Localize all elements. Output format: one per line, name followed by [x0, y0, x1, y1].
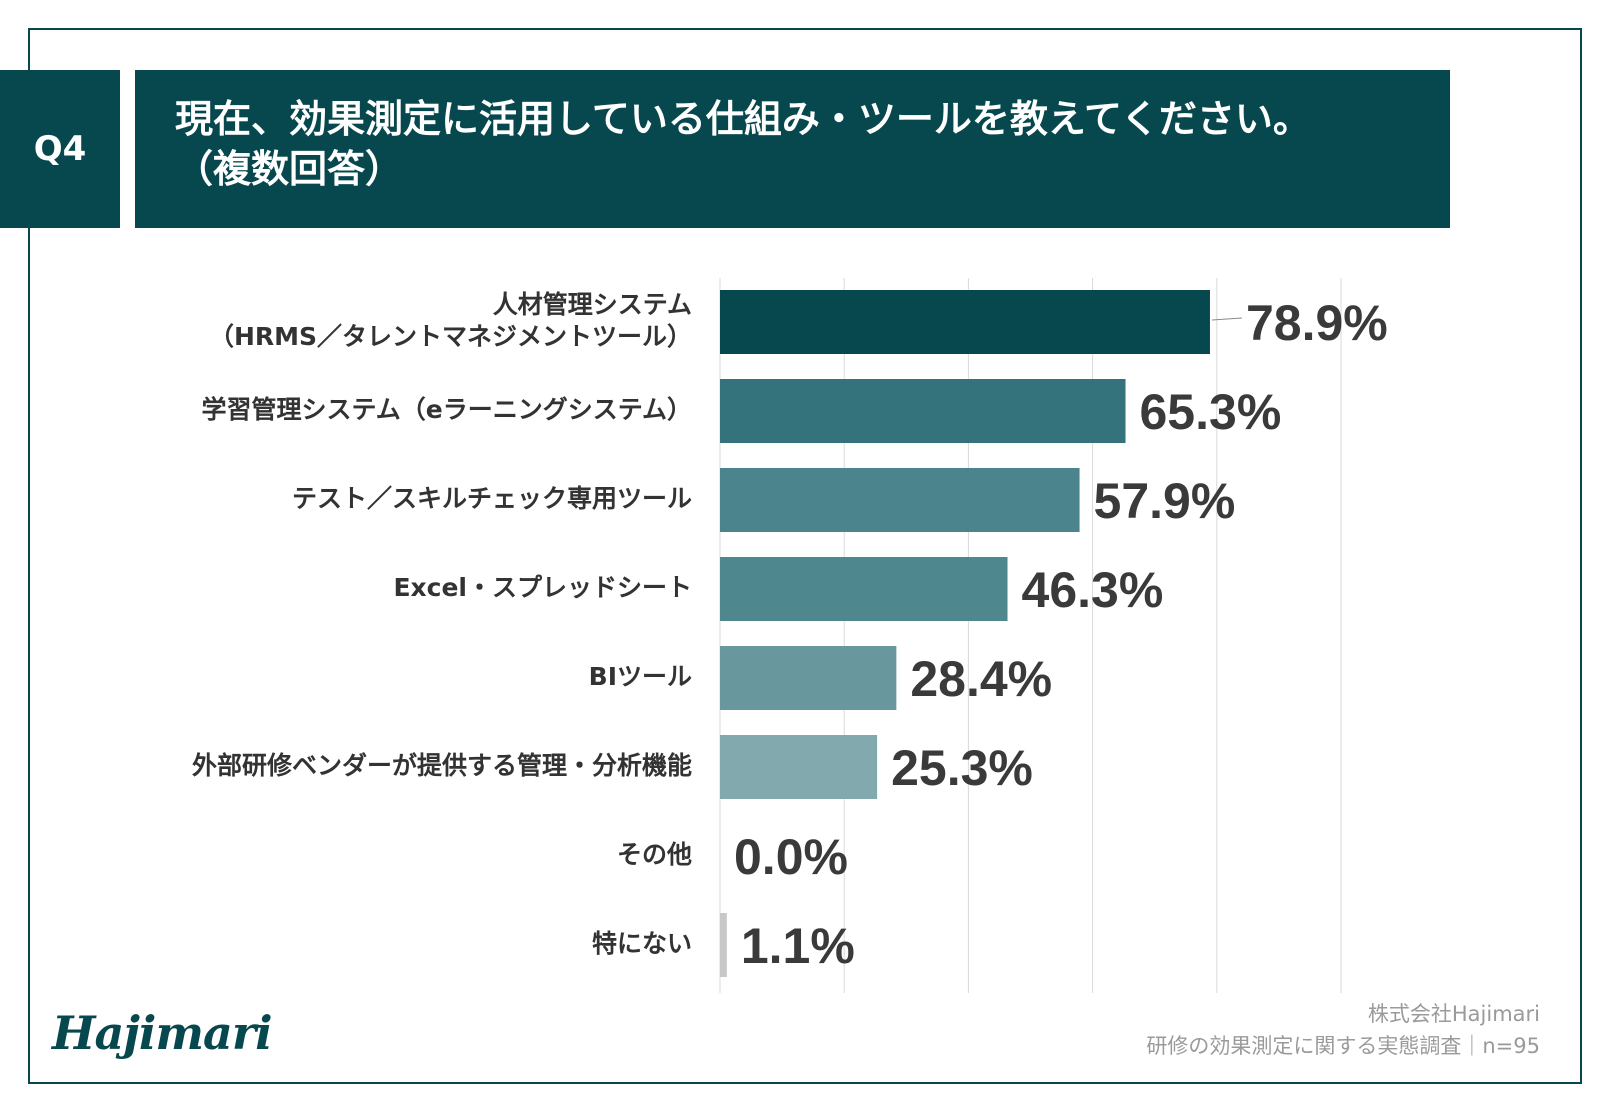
chart-title: 現在、効果測定に活用している仕組み・ツールを教えてください。 [175, 97, 1311, 141]
question-badge: Q4 [0, 70, 120, 228]
brand-logo: Hajimari [52, 1006, 273, 1060]
bar [720, 379, 1126, 443]
category-label: 人材管理システム [493, 290, 692, 319]
bar [720, 557, 1008, 621]
category-label: テスト／スキルチェック専用ツール [292, 484, 692, 513]
value-label: 57.9% [1094, 473, 1236, 529]
logo-text: Hajimari [52, 1006, 273, 1060]
bar [720, 290, 1210, 354]
source-survey: 研修の効果測定に関する実態調査｜n=95 [1146, 1034, 1540, 1058]
value-label: 28.4% [910, 651, 1052, 707]
category-label: 学習管理システム（eラーニングシステム） [202, 395, 692, 424]
value-label: 46.3% [1022, 562, 1164, 618]
category-label: Excel・スプレッドシート [393, 573, 692, 602]
category-label: 外部研修ベンダーが提供する管理・分析機能 [192, 751, 692, 780]
value-label: 78.9% [1246, 295, 1388, 351]
chart-subtitle: （複数回答） [175, 147, 404, 191]
bar [720, 646, 897, 710]
value-label: 65.3% [1140, 384, 1282, 440]
bar [720, 735, 878, 799]
value-leader-line [1211, 317, 1243, 321]
value-label: 0.0% [734, 829, 848, 885]
source-company: 株式会社Hajimari [1367, 1002, 1540, 1026]
category-label: その他 [617, 840, 692, 869]
value-label: 1.1% [741, 918, 855, 974]
question-id: Q4 [33, 129, 87, 169]
page-frame [28, 28, 1582, 1084]
source-note: 株式会社Hajimari 研修の効果測定に関する実態調査｜n=95 [1146, 998, 1540, 1062]
title-banner: 現在、効果測定に活用している仕組み・ツールを教えてください。 （複数回答） [135, 70, 1450, 228]
value-label: 25.3% [891, 740, 1033, 796]
bar [720, 913, 727, 977]
category-label: 特にない [592, 929, 692, 958]
category-label: （HRMS／タレントマネジメントツール） [209, 322, 692, 351]
bar [720, 468, 1080, 532]
category-label: BIツール [589, 662, 692, 691]
